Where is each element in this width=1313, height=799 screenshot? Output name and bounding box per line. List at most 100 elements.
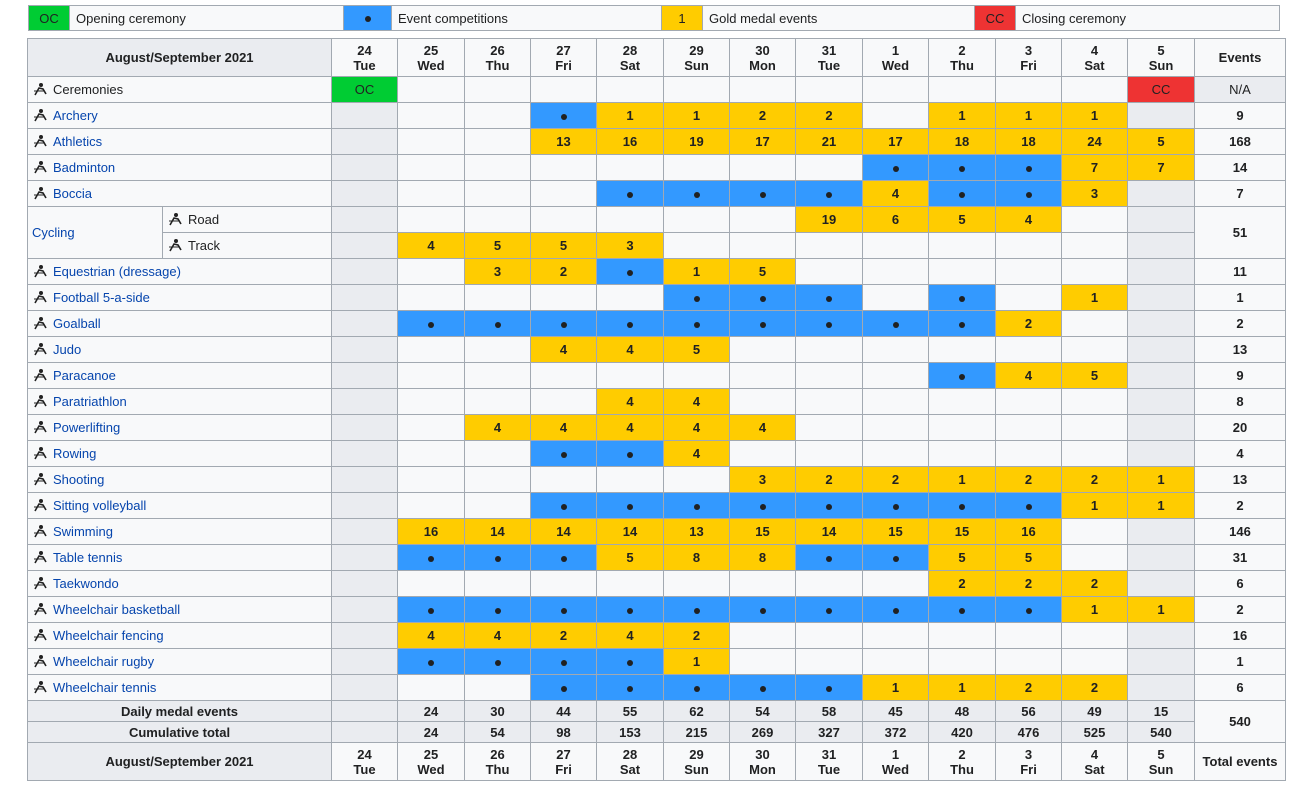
sport-name[interactable]: Archery bbox=[27, 102, 332, 129]
day-number: 3 bbox=[1024, 746, 1033, 762]
events-total: 13 bbox=[1194, 466, 1286, 493]
sport-name[interactable]: Sitting volleyball bbox=[27, 492, 332, 519]
gold-medal-cell: 5 bbox=[995, 544, 1062, 571]
events-total: 13 bbox=[1194, 336, 1286, 363]
cumulative-value: 215 bbox=[663, 721, 730, 743]
events-header: Total events bbox=[1194, 742, 1286, 781]
schedule-cell bbox=[397, 570, 465, 597]
sport-name[interactable]: Cycling bbox=[27, 206, 163, 259]
event-cell bbox=[795, 310, 863, 337]
events-total: 1 bbox=[1194, 648, 1286, 675]
sport-row: Wheelchair tennis 1 1 2 2 6 bbox=[27, 674, 1286, 701]
events-total: 14 bbox=[1194, 154, 1286, 181]
sport-link[interactable]: Cycling bbox=[32, 225, 75, 240]
gold-medal-cell: 8 bbox=[663, 544, 730, 571]
schedule-cell bbox=[995, 414, 1062, 441]
sport-link[interactable]: Sitting volleyball bbox=[53, 498, 147, 513]
sport-link[interactable]: Badminton bbox=[53, 160, 116, 175]
sport-link[interactable]: Paratriathlon bbox=[53, 394, 127, 409]
sport-link[interactable]: Wheelchair rugby bbox=[53, 654, 155, 669]
schedule-cell bbox=[1061, 622, 1128, 649]
cycling-road-icon bbox=[169, 213, 182, 226]
sport-link[interactable]: Athletics bbox=[53, 134, 103, 149]
sport-name[interactable]: Equestrian (dressage) bbox=[27, 258, 332, 285]
sport-row: Paratriathlon 4 4 8 bbox=[27, 388, 1286, 415]
sport-link[interactable]: Goalball bbox=[53, 316, 101, 331]
gold-medal-cell: 16 bbox=[995, 518, 1062, 545]
sport-link[interactable]: Football 5-a-side bbox=[53, 290, 150, 305]
schedule-cell bbox=[530, 206, 597, 233]
sport-name[interactable]: Boccia bbox=[27, 180, 332, 207]
sport-link[interactable]: Equestrian (dressage) bbox=[53, 264, 181, 279]
sport-row: Track 4 5 5 3 bbox=[28, 232, 1286, 259]
schedule-cell bbox=[795, 336, 863, 363]
sport-name[interactable]: Powerlifting bbox=[27, 414, 332, 441]
wheelchair-tennis-icon bbox=[34, 681, 47, 694]
sport-name[interactable]: Football 5-a-side bbox=[27, 284, 332, 311]
sport-link[interactable]: Archery bbox=[53, 108, 98, 123]
event-cell bbox=[795, 492, 863, 519]
sport-name[interactable]: Goalball bbox=[27, 310, 332, 337]
sport-row: Sitting volleyball 1 1 2 bbox=[27, 492, 1286, 519]
sport-link[interactable]: Powerlifting bbox=[53, 420, 121, 435]
cumulative-value: 476 bbox=[995, 721, 1062, 743]
event-cell bbox=[795, 544, 863, 571]
sport-name[interactable]: Swimming bbox=[27, 518, 332, 545]
event-dot-icon bbox=[428, 659, 434, 666]
sport-link[interactable]: Paracanoe bbox=[53, 368, 116, 383]
sport-name[interactable]: Paratriathlon bbox=[27, 388, 332, 415]
sport-name[interactable]: Table tennis bbox=[27, 544, 332, 571]
sport-link[interactable]: Wheelchair basketball bbox=[53, 602, 181, 617]
event-cell bbox=[663, 284, 730, 311]
sport-link[interactable]: Rowing bbox=[53, 446, 97, 461]
sport-link[interactable]: Wheelchair tennis bbox=[53, 680, 157, 695]
sport-link[interactable]: Table tennis bbox=[53, 550, 123, 565]
sport-link[interactable]: Wheelchair fencing bbox=[53, 628, 164, 643]
football-icon bbox=[34, 291, 47, 304]
sport-name[interactable]: Wheelchair tennis bbox=[27, 674, 332, 701]
sport-link[interactable]: Swimming bbox=[53, 524, 113, 539]
sport-name[interactable]: Wheelchair rugby bbox=[27, 648, 332, 675]
schedule-cell bbox=[995, 336, 1062, 363]
schedule-cell bbox=[795, 232, 863, 259]
event-cell bbox=[729, 284, 796, 311]
sport-link[interactable]: Boccia bbox=[53, 186, 93, 201]
gold-medal-cell: 1 bbox=[1127, 466, 1195, 493]
event-dot-icon bbox=[759, 191, 766, 198]
sport-link[interactable]: Shooting bbox=[53, 472, 105, 487]
sport-link[interactable]: Judo bbox=[53, 342, 82, 357]
sport-name[interactable]: Shooting bbox=[27, 466, 332, 493]
gold-medal-cell: 5 bbox=[464, 232, 531, 259]
day-header: 3 Fri bbox=[995, 38, 1062, 77]
schedule-cell bbox=[928, 388, 996, 415]
sport-name[interactable]: Paracanoe bbox=[27, 362, 332, 389]
badminton-icon bbox=[34, 161, 47, 174]
sport-name[interactable]: Wheelchair basketball bbox=[27, 596, 332, 623]
day-header: 27 Fri bbox=[530, 742, 597, 781]
schedule-cell bbox=[397, 492, 465, 519]
sport-name[interactable]: Rowing bbox=[27, 440, 332, 467]
judo-icon bbox=[34, 343, 47, 356]
day-header: 31 Tue bbox=[795, 742, 863, 781]
gold-medal-cell: 4 bbox=[397, 232, 465, 259]
sport-name[interactable]: Taekwondo bbox=[27, 570, 332, 597]
event-cell bbox=[795, 180, 863, 207]
schedule-cell bbox=[663, 466, 730, 493]
event-cell bbox=[530, 596, 597, 623]
sport-link[interactable]: Taekwondo bbox=[53, 576, 119, 591]
gold-medal-cell: 1 bbox=[663, 102, 730, 129]
sport-name[interactable]: Judo bbox=[27, 336, 332, 363]
cycling-track-icon bbox=[169, 239, 182, 252]
events-total: 51 bbox=[1194, 206, 1286, 259]
day-header: 27 Fri bbox=[530, 38, 597, 77]
daily-medal-value: 48 bbox=[928, 700, 996, 722]
sport-name[interactable]: Athletics bbox=[27, 128, 332, 155]
schedule-cell bbox=[331, 206, 398, 233]
gold-medal-cell: 3 bbox=[596, 232, 664, 259]
legend-label: Gold medal events bbox=[702, 5, 975, 31]
sport-name[interactable]: Badminton bbox=[27, 154, 332, 181]
gold-medal-cell: 2 bbox=[1061, 570, 1128, 597]
sport-name[interactable]: Wheelchair fencing bbox=[27, 622, 332, 649]
event-dot-icon bbox=[627, 607, 633, 614]
day-weekday: Tue bbox=[817, 761, 841, 777]
